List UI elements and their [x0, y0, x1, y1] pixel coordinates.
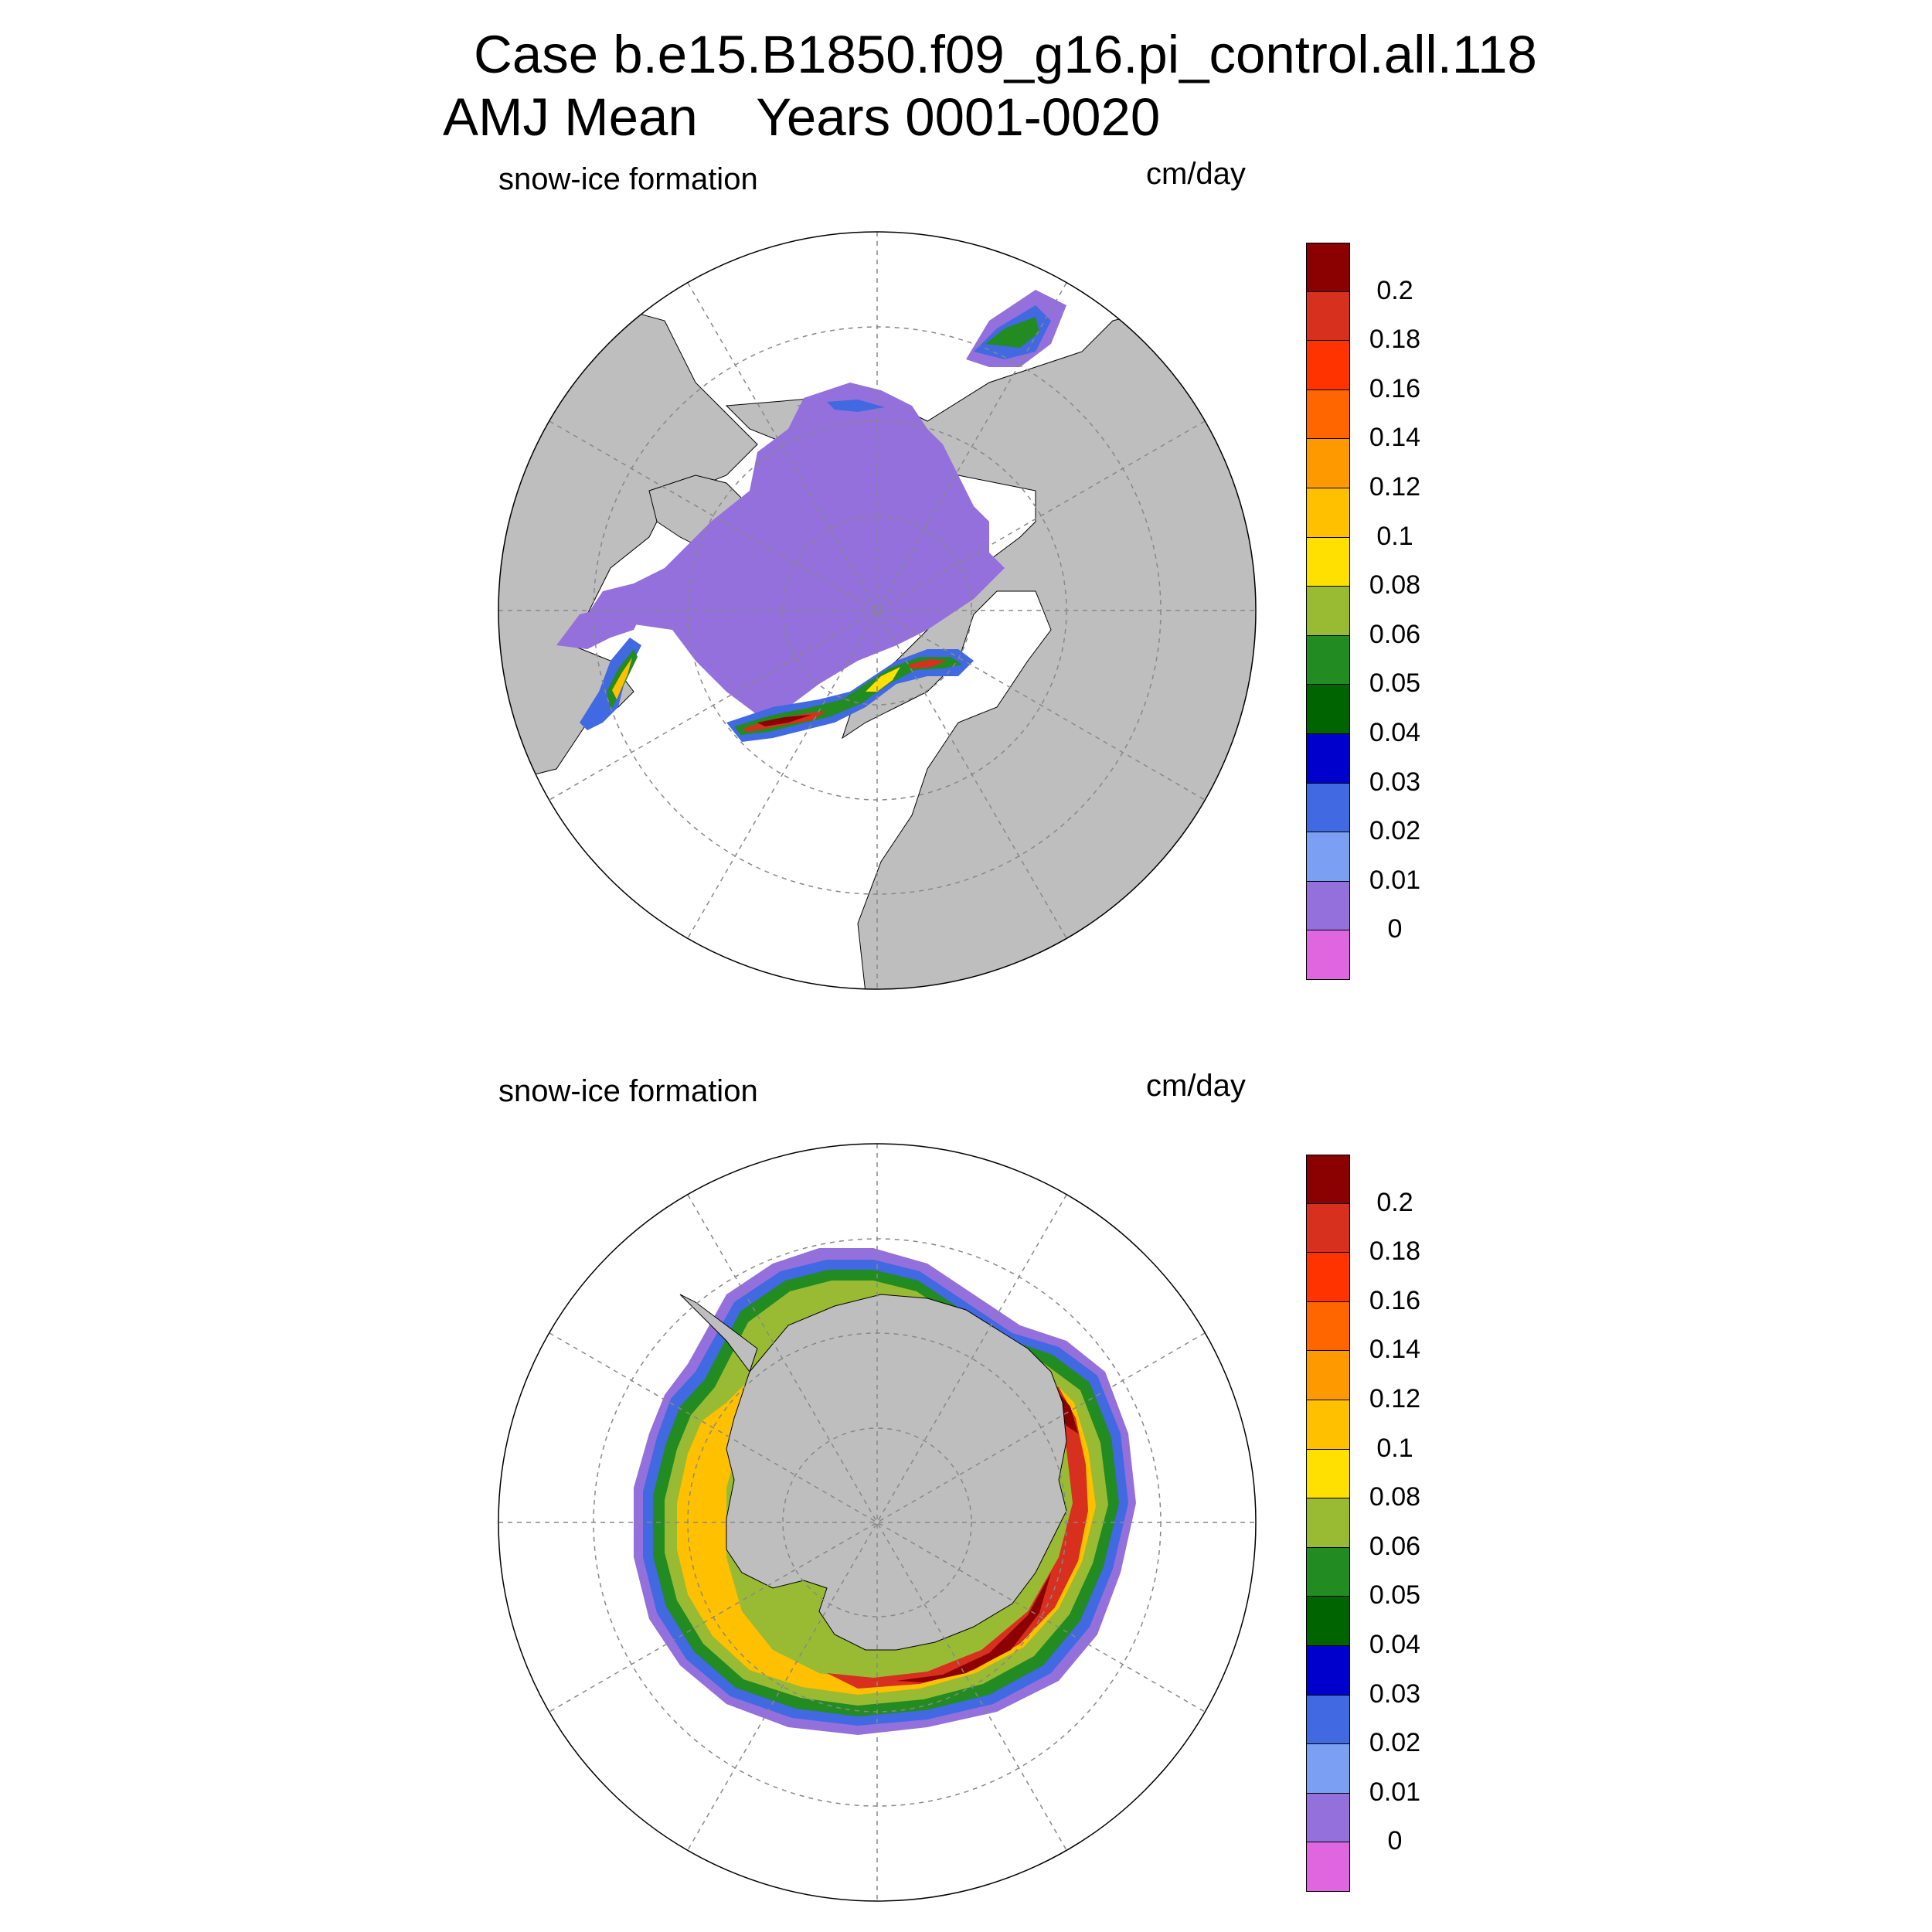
panel-south-units: cm/day [1146, 1069, 1246, 1103]
colorbar-swatch [1306, 1744, 1350, 1794]
colorbar-swatch [1306, 439, 1350, 488]
colorbar-tick-label: 0.02 [1369, 816, 1421, 846]
colorbar-swatch [1306, 1597, 1350, 1646]
colorbar-tick-label: 0 [1387, 1826, 1403, 1856]
colorbar-swatch [1306, 587, 1350, 636]
colorbar-tick-label: 0.08 [1369, 570, 1421, 600]
colorbar-swatch [1306, 734, 1350, 784]
colorbar-tick-label: 0.02 [1369, 1728, 1421, 1758]
colorbar-swatch [1306, 1301, 1350, 1352]
colorbar-tick-label: 0.12 [1369, 472, 1421, 502]
colorbar-swatch [1306, 389, 1350, 440]
panel-north-units: cm/day [1146, 157, 1246, 191]
colorbar-tick-label: 0.16 [1369, 373, 1421, 403]
colorbar-swatch [1306, 1547, 1350, 1597]
panel-south-title: snow-ice formation [498, 1074, 758, 1108]
colorbar-swatch [1306, 1351, 1350, 1400]
ice-greenland-sea-darkred [757, 715, 811, 726]
colorbar-tick-label: 0.14 [1369, 1335, 1421, 1365]
panel-north-title: snow-ice formation [498, 162, 758, 196]
colorbar-tick-label: 0.08 [1369, 1482, 1421, 1512]
colorbar-tick-label: 0.04 [1369, 1630, 1421, 1659]
graticule [498, 232, 1256, 989]
colorbar-swatch [1306, 1155, 1350, 1204]
map-boundary [498, 231, 1257, 990]
colorbar-swatch [1306, 1646, 1350, 1696]
colorbar-tick-label: 0.06 [1369, 1531, 1421, 1561]
colorbar-swatch [1306, 341, 1350, 390]
figure-title-line1: Case b.e15.B1850.f09_g16.pi_control.all.… [474, 25, 1537, 84]
colorbar-tick-label: 0.01 [1369, 865, 1421, 895]
colorbar-swatch [1306, 1449, 1350, 1499]
ice-okhotsk-green [985, 317, 1039, 348]
colorbar-tick-label: 0.1 [1376, 521, 1413, 551]
colorbar-tick-label: 0.1 [1376, 1433, 1413, 1463]
colorbar-swatch [1306, 635, 1350, 685]
colorbar-swatch [1306, 537, 1350, 587]
land-antarctica [726, 1294, 1067, 1651]
colorbar-swatch [1306, 1203, 1350, 1253]
ice-barents-red [908, 659, 947, 668]
graticule [498, 1144, 1256, 1901]
ice-hudson-bay [556, 607, 641, 649]
colorbar-swatch [1306, 291, 1350, 342]
colorbar-tick-label: 0.05 [1369, 1580, 1421, 1611]
ice-bering-blue [827, 400, 885, 412]
colorbar-swatch [1306, 930, 1350, 980]
colorbar-tick-label: 0.18 [1369, 1236, 1421, 1267]
colorbar-swatch [1306, 881, 1350, 931]
south-polar-map [498, 1143, 1257, 1902]
colorbar-tick-label: 0.2 [1376, 1187, 1413, 1217]
colorbar-swatch [1306, 832, 1350, 882]
ice-barents-yellow [866, 667, 900, 692]
colorbar-tick-label: 0.12 [1369, 1384, 1421, 1413]
figure-title-line2: AMJ Mean Years 0001-0020 [443, 87, 1161, 147]
north-polar-map [498, 231, 1257, 990]
colorbar-tick-label: 0.04 [1369, 718, 1421, 747]
colorbar-swatch [1306, 243, 1350, 292]
colorbar-swatch [1306, 1253, 1350, 1302]
ice-greenland-sea-green [734, 657, 962, 735]
colorbar-swatch [1306, 488, 1350, 538]
ice-ring-darkred [896, 1573, 1051, 1682]
colorbar-tick-label: 0.14 [1369, 423, 1421, 453]
colorbar-tick-label: 0.01 [1369, 1777, 1421, 1807]
map-boundary [498, 1143, 1257, 1902]
colorbar-tick-label: 0.16 [1369, 1285, 1421, 1315]
ice-labrador-yellow [612, 658, 632, 699]
colorbar-swatch [1306, 1695, 1350, 1745]
colorbar-swatch [1306, 783, 1350, 833]
colorbar-tick-label: 0.18 [1369, 325, 1421, 355]
colorbar-tick-label: 0.2 [1376, 275, 1413, 305]
colorbar-tick-label: 0.03 [1369, 1679, 1421, 1709]
colorbar-tick-label: 0.05 [1369, 668, 1421, 699]
ice-arctic-ocean [587, 383, 1005, 715]
colorbar-swatch [1306, 1842, 1350, 1892]
land-antarctic-peninsula [679, 1294, 758, 1373]
colorbar-swatch [1306, 1498, 1350, 1548]
colorbar-tick-label: 0 [1387, 914, 1403, 944]
colorbar-tick-label: 0.03 [1369, 767, 1421, 797]
colorbar-tick-label: 0.06 [1369, 619, 1421, 649]
colorbar-swatch [1306, 685, 1350, 734]
colorbar-swatch [1306, 1400, 1350, 1450]
colorbar-swatch [1306, 1793, 1350, 1843]
